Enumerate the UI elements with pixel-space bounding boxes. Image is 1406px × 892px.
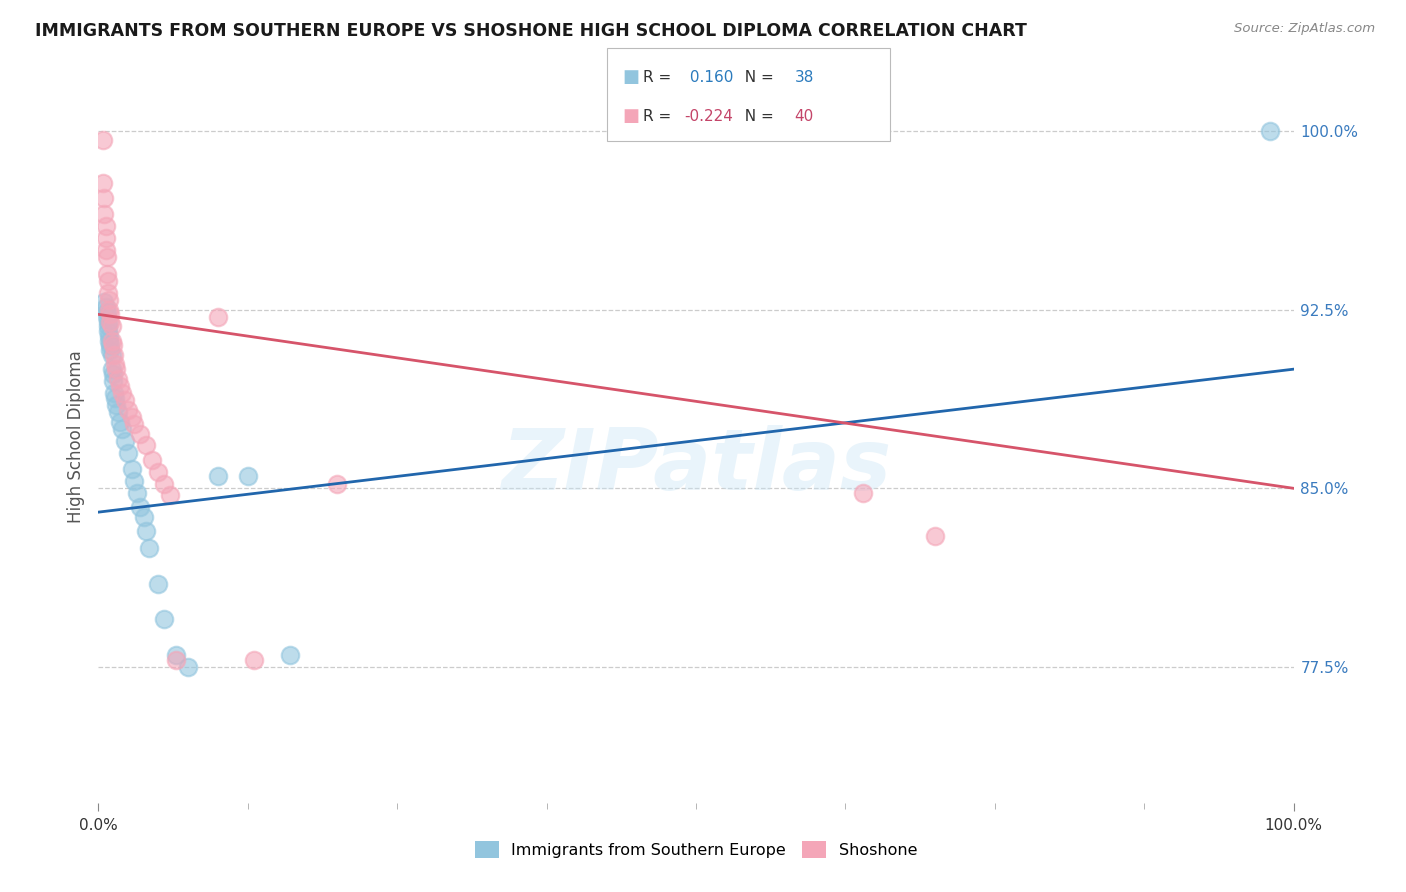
Point xyxy=(96,305,118,319)
Point xyxy=(97,274,120,288)
Point xyxy=(141,452,163,467)
Point xyxy=(94,231,117,245)
Point xyxy=(207,469,229,483)
Point xyxy=(97,319,120,334)
Point xyxy=(93,207,115,221)
Point xyxy=(177,660,200,674)
Point xyxy=(104,391,127,405)
Text: R =: R = xyxy=(643,109,676,124)
Point xyxy=(135,438,157,452)
Point xyxy=(98,307,122,321)
Point xyxy=(124,417,146,431)
Text: Source: ZipAtlas.com: Source: ZipAtlas.com xyxy=(1234,22,1375,36)
Point xyxy=(243,653,266,667)
Point xyxy=(124,474,146,488)
Point xyxy=(98,302,121,317)
Point xyxy=(108,415,131,429)
Text: ■: ■ xyxy=(623,107,640,126)
Point xyxy=(100,319,122,334)
Text: -0.224: -0.224 xyxy=(685,109,734,124)
Point xyxy=(159,488,181,502)
Point xyxy=(100,362,122,376)
Point xyxy=(96,250,118,264)
Point xyxy=(94,243,117,257)
Point xyxy=(148,465,170,479)
Text: 40: 40 xyxy=(794,109,814,124)
Point xyxy=(97,285,120,300)
Point xyxy=(117,445,139,459)
Point xyxy=(153,612,176,626)
Point xyxy=(111,386,134,401)
Text: ZIPatlas: ZIPatlas xyxy=(501,425,891,508)
Point xyxy=(125,486,148,500)
Text: N =: N = xyxy=(735,109,779,124)
Point xyxy=(96,310,118,324)
Point xyxy=(103,386,125,401)
Point xyxy=(105,362,128,376)
Point xyxy=(132,509,155,524)
Point xyxy=(153,476,176,491)
Point xyxy=(100,348,122,362)
Text: N =: N = xyxy=(735,70,779,85)
Point xyxy=(129,500,152,515)
Point xyxy=(98,334,121,348)
Point xyxy=(114,393,136,408)
Point xyxy=(138,541,160,555)
Point xyxy=(114,434,136,448)
Point xyxy=(98,328,121,343)
Point xyxy=(852,486,875,500)
Point xyxy=(121,462,143,476)
Point xyxy=(108,379,131,393)
Point xyxy=(93,191,115,205)
Y-axis label: High School Diploma: High School Diploma xyxy=(66,351,84,524)
Legend: Immigrants from Southern Europe, Shoshone: Immigrants from Southern Europe, Shoshon… xyxy=(468,835,924,864)
Point xyxy=(236,469,259,483)
Text: R =: R = xyxy=(643,70,676,85)
Point xyxy=(107,372,129,386)
Point xyxy=(93,295,115,310)
Point xyxy=(94,219,117,234)
Point xyxy=(207,310,229,324)
Point xyxy=(165,653,187,667)
Point xyxy=(105,398,128,412)
Point xyxy=(103,348,125,362)
Point xyxy=(98,343,122,358)
Point xyxy=(101,338,124,352)
Point xyxy=(107,405,129,419)
Point xyxy=(148,576,170,591)
Point xyxy=(97,314,120,328)
Point xyxy=(129,426,152,441)
Point xyxy=(135,524,157,539)
Point xyxy=(326,476,349,491)
Point xyxy=(104,358,127,372)
Text: IMMIGRANTS FROM SOUTHERN EUROPE VS SHOSHONE HIGH SCHOOL DIPLOMA CORRELATION CHAR: IMMIGRANTS FROM SOUTHERN EUROPE VS SHOSH… xyxy=(35,22,1026,40)
Point xyxy=(101,367,124,381)
Point xyxy=(96,267,118,281)
Point xyxy=(98,338,122,352)
Point xyxy=(1258,124,1281,138)
Point xyxy=(94,300,117,314)
Point xyxy=(97,324,120,338)
Point xyxy=(165,648,187,662)
Point xyxy=(101,374,124,388)
Point xyxy=(121,409,143,424)
Point xyxy=(111,422,134,436)
Point xyxy=(91,177,114,191)
Point xyxy=(98,293,121,307)
Point xyxy=(91,133,114,147)
Text: 0.160: 0.160 xyxy=(685,70,733,85)
Text: ■: ■ xyxy=(623,68,640,86)
Point xyxy=(98,314,122,328)
Point xyxy=(278,648,301,662)
Point xyxy=(100,334,122,348)
Point xyxy=(117,402,139,417)
Point xyxy=(924,529,946,543)
Text: 38: 38 xyxy=(794,70,814,85)
